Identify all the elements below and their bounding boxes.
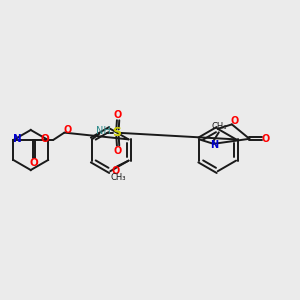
Text: S: S — [112, 126, 122, 140]
Text: NH: NH — [96, 126, 111, 136]
Text: O: O — [112, 166, 120, 176]
Text: CH₃: CH₃ — [212, 122, 227, 131]
Text: O: O — [262, 134, 270, 144]
Text: O: O — [114, 110, 122, 120]
Text: N: N — [13, 134, 22, 144]
Text: O: O — [63, 125, 71, 135]
Text: O: O — [30, 158, 38, 168]
Text: O: O — [114, 146, 122, 156]
Text: CH₃: CH₃ — [110, 173, 126, 182]
Text: O: O — [40, 134, 49, 144]
Text: O: O — [231, 116, 239, 126]
Text: N: N — [210, 140, 218, 150]
